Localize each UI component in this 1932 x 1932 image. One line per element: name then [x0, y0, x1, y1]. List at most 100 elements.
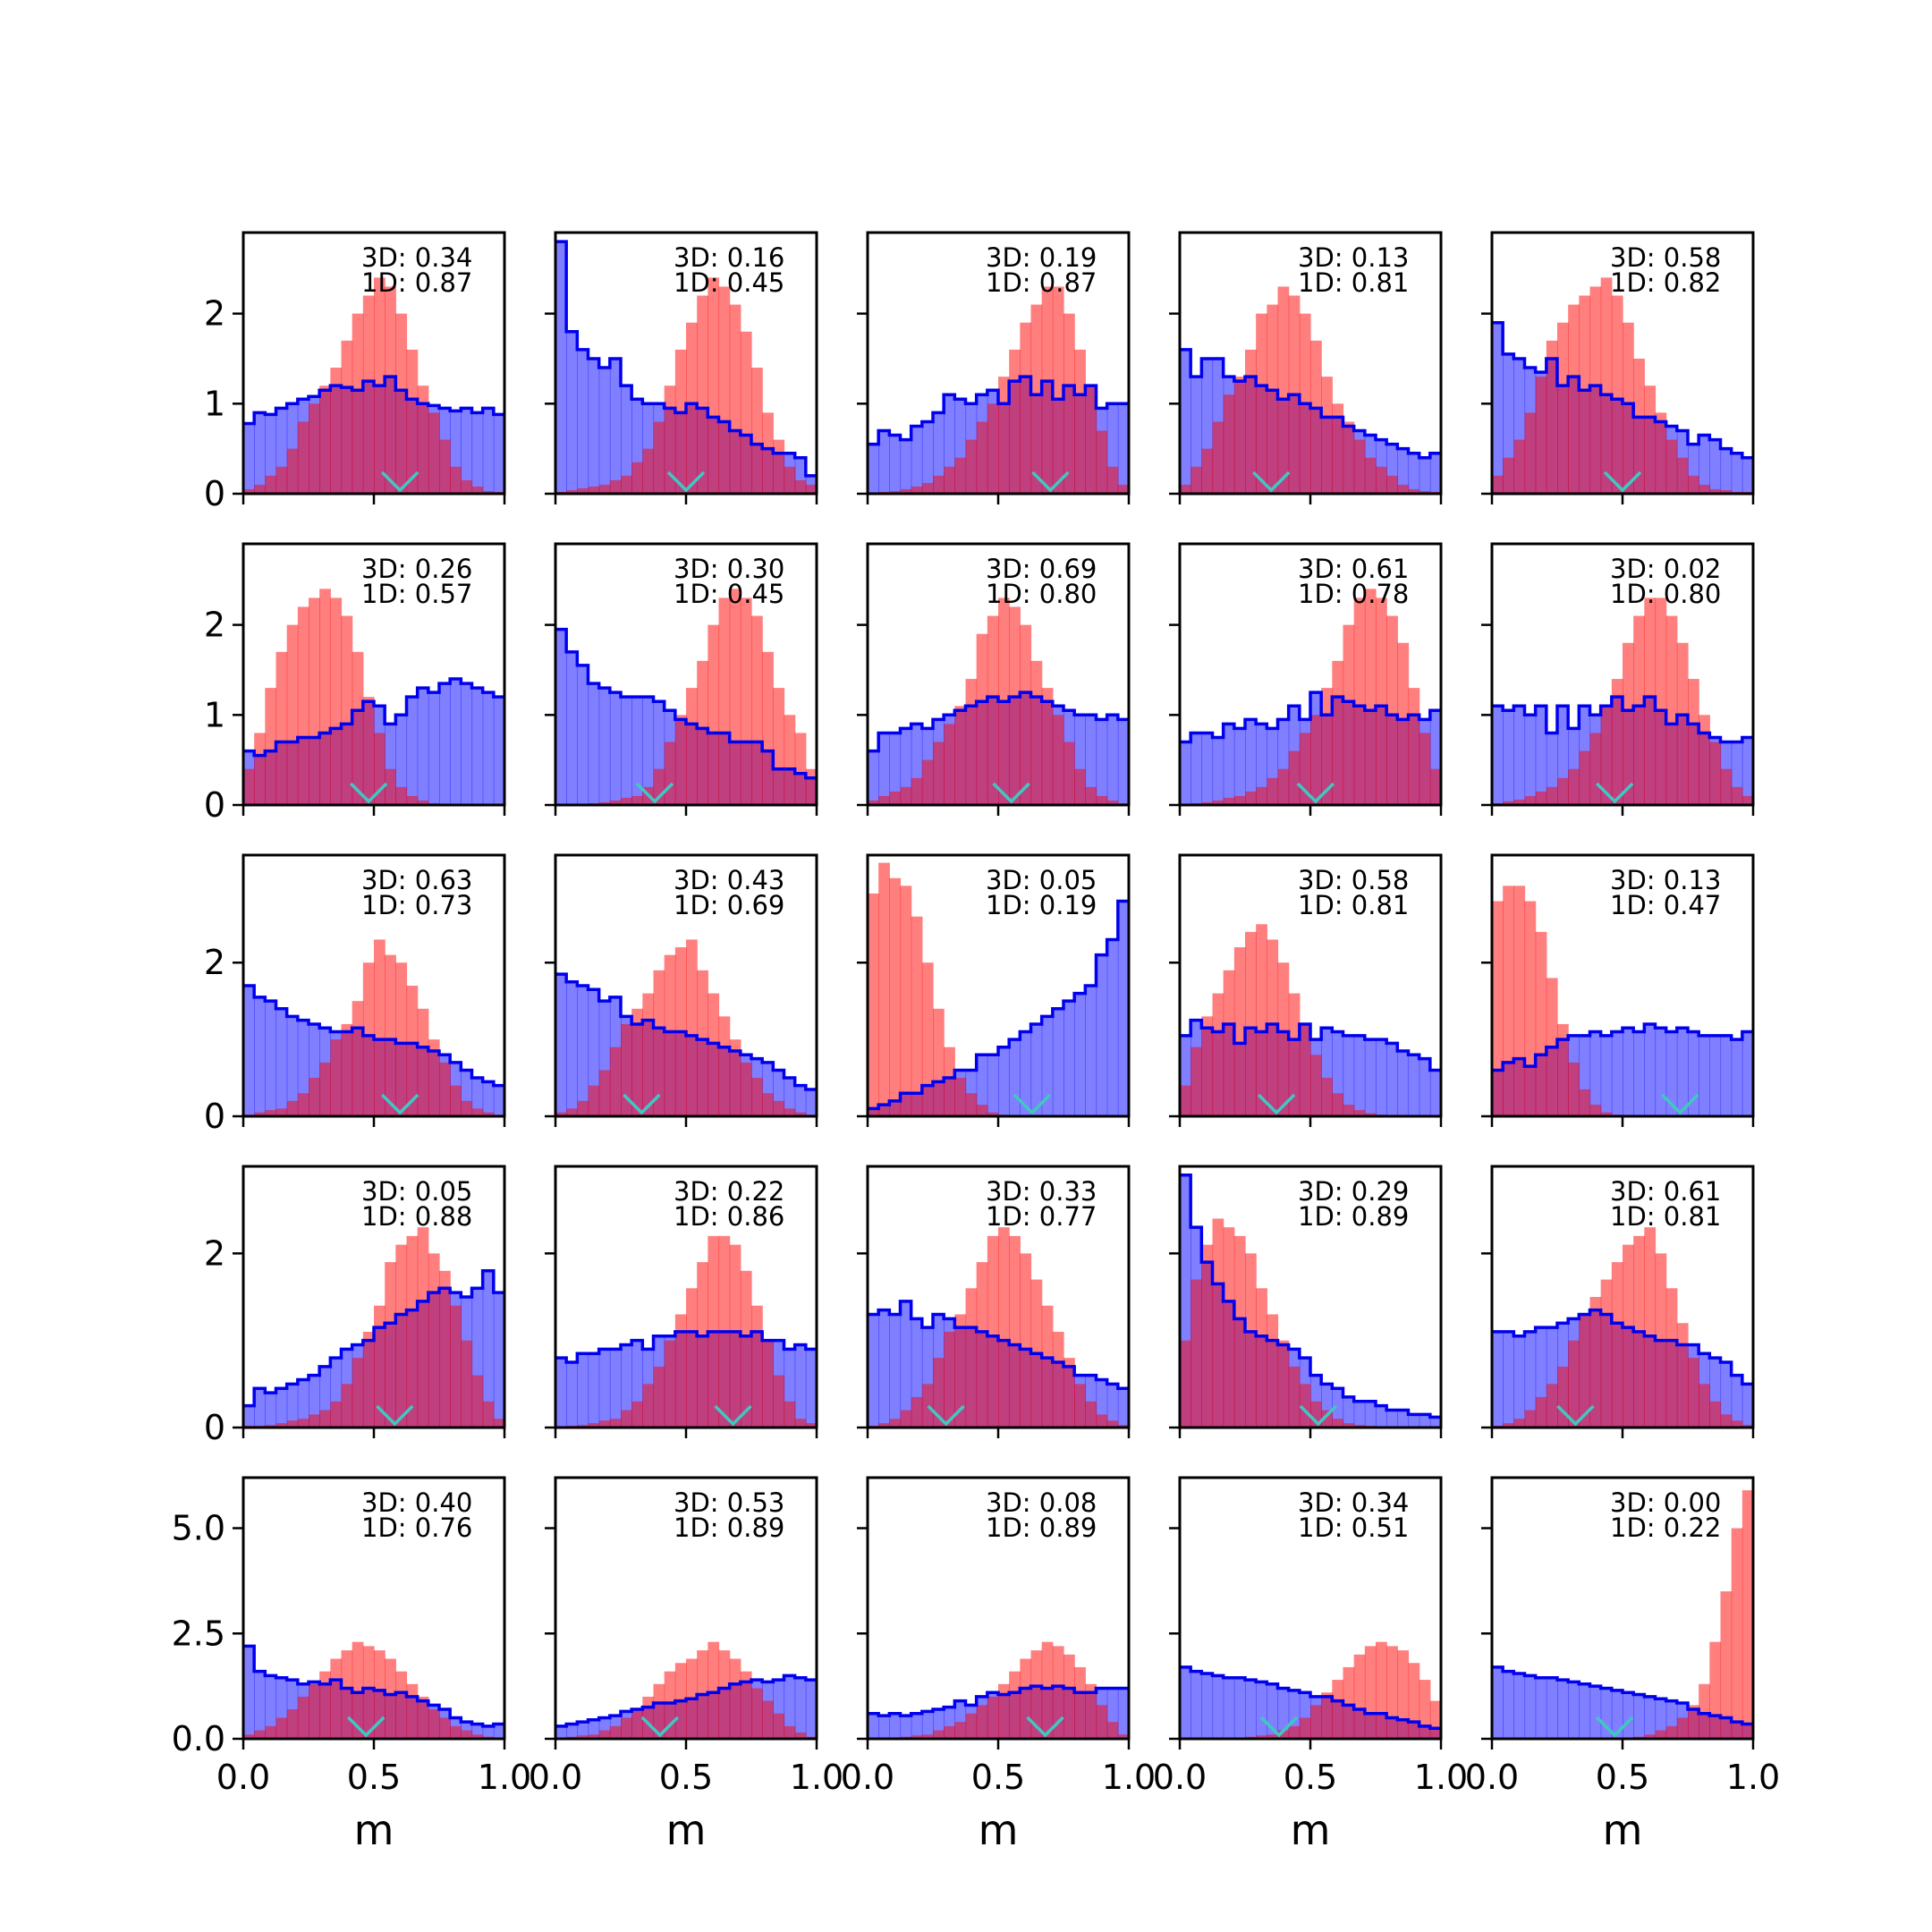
red-bar — [900, 786, 912, 805]
blue-step-line — [1180, 1018, 1441, 1072]
red-bar — [933, 1358, 945, 1428]
blue-bar — [1633, 1694, 1645, 1739]
score-1d-label: 1D: 0.87 — [986, 267, 1097, 298]
blue-bar — [1397, 1051, 1410, 1116]
red-bar — [1201, 1244, 1214, 1428]
red-bar — [933, 1008, 945, 1116]
blue-bar — [1201, 733, 1214, 805]
red-bar — [784, 715, 796, 805]
blue-bar — [1201, 1674, 1214, 1739]
red-bar — [921, 1734, 934, 1739]
red-bar — [439, 1717, 451, 1739]
red-bar — [406, 1235, 419, 1428]
red-bar — [740, 331, 752, 494]
red-bar — [1180, 484, 1191, 494]
blue-bar — [1579, 1683, 1591, 1739]
blue-bar — [1106, 715, 1119, 805]
red-bar — [1212, 1218, 1224, 1428]
red-bar — [352, 1641, 364, 1739]
red-bar — [1343, 1105, 1355, 1116]
red-bar — [286, 624, 299, 805]
blue-bar — [794, 1677, 807, 1739]
red-bar — [762, 412, 774, 494]
blue-bar — [428, 692, 440, 805]
red-bar — [577, 487, 589, 494]
blue-bar — [933, 412, 945, 494]
red-bar — [1492, 475, 1504, 494]
blue-bar — [1212, 737, 1224, 805]
blue-bar — [794, 1085, 807, 1116]
red-bar — [588, 1734, 600, 1739]
y-tick-label: 0 — [204, 785, 225, 825]
red-bar — [1085, 1401, 1097, 1428]
blue-bar — [1332, 1388, 1344, 1428]
red-bar — [1709, 741, 1722, 805]
blue-bar — [889, 1713, 902, 1739]
red-bar — [243, 768, 255, 805]
blue-bar — [566, 651, 578, 805]
blue-bar — [1665, 1031, 1678, 1116]
score-3d-label: 3D: 0.43 — [674, 865, 784, 895]
blue-bar — [1096, 954, 1108, 1116]
marker-icon — [1596, 782, 1634, 804]
red-bar — [439, 1062, 451, 1116]
red-bar — [1568, 304, 1580, 494]
score-1d-label: 1D: 0.51 — [1298, 1513, 1409, 1543]
blue-bar — [1364, 1039, 1377, 1116]
red-bar — [417, 800, 429, 805]
red-bar — [1699, 484, 1710, 494]
blue-bar — [1233, 1677, 1246, 1739]
red-bar — [341, 615, 353, 805]
blue-bar — [1644, 1696, 1657, 1739]
red-bar — [385, 1658, 396, 1739]
red-bar — [1731, 1528, 1743, 1739]
red-bar — [609, 1419, 622, 1428]
blue-bar — [254, 412, 266, 494]
red-bar — [1299, 1384, 1311, 1428]
blue-step-line — [1492, 1665, 1753, 1726]
red-bar — [461, 1730, 473, 1739]
red-bar — [697, 295, 708, 494]
blue-step-line — [868, 691, 1129, 753]
red-bar — [1052, 1646, 1064, 1739]
x-tick-label: 1.0 — [1414, 1758, 1468, 1797]
blue-bar — [1623, 1028, 1634, 1116]
blue-bar — [805, 1089, 818, 1116]
blue-bar — [265, 1393, 277, 1428]
score-1d-label: 1D: 0.80 — [986, 579, 1097, 609]
red-bar — [450, 1725, 462, 1739]
red-bar — [286, 448, 299, 494]
red-bar — [1106, 1722, 1119, 1739]
red-bar — [1364, 1113, 1377, 1116]
blue-bar — [555, 242, 567, 494]
red-bar — [805, 1423, 818, 1428]
red-bar — [1074, 1666, 1086, 1739]
red-bar — [1041, 1641, 1054, 1739]
blue-bar — [297, 1020, 309, 1116]
red-bar — [1343, 1423, 1355, 1428]
red-bar — [1212, 421, 1224, 494]
blue-bar — [493, 697, 505, 805]
red-bar — [243, 488, 255, 494]
blue-bar — [1397, 1410, 1410, 1428]
red-bar — [1085, 1683, 1097, 1739]
blue-bar — [1419, 457, 1431, 494]
blue-step-line — [243, 1644, 504, 1728]
red-bar — [1321, 688, 1333, 805]
red-bar — [1256, 924, 1267, 1116]
red-bar — [1353, 1110, 1366, 1116]
red-bar — [1096, 430, 1108, 494]
red-bar — [686, 939, 698, 1116]
blue-bar — [900, 439, 912, 494]
blue-bar — [1492, 322, 1504, 494]
y-tick-label: 0 — [204, 474, 225, 513]
marker-icon — [347, 1716, 386, 1738]
blue-bar — [805, 1349, 818, 1428]
red-bar — [450, 1305, 462, 1428]
red-bar — [417, 1227, 429, 1428]
red-bar — [1096, 795, 1108, 805]
red-bar — [1408, 488, 1420, 494]
